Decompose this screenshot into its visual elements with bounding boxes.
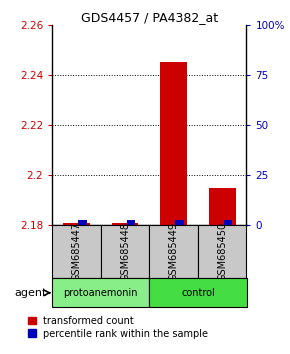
Bar (126, 221, 135, 225)
Bar (78, 221, 87, 225)
Text: GSM685449: GSM685449 (169, 222, 179, 281)
Bar (101, 225, 149, 278)
Bar (198, 225, 246, 278)
Bar (52, 225, 101, 278)
Bar (149, 225, 198, 278)
Bar (160, 62, 187, 225)
Text: GSM685448: GSM685448 (120, 222, 130, 281)
Bar (52, 278, 149, 307)
Text: control: control (181, 288, 215, 298)
Bar (149, 278, 246, 307)
Bar (209, 188, 235, 225)
Text: GSM685450: GSM685450 (217, 222, 227, 281)
Legend: transformed count, percentile rank within the sample: transformed count, percentile rank withi… (28, 316, 209, 338)
Title: GDS4457 / PA4382_at: GDS4457 / PA4382_at (81, 11, 218, 24)
Bar (112, 223, 138, 225)
Text: protoanemonin: protoanemonin (64, 288, 138, 298)
Text: GSM685447: GSM685447 (72, 222, 81, 281)
Bar (175, 221, 184, 225)
Text: agent: agent (14, 288, 46, 298)
Bar (224, 221, 232, 225)
Bar (63, 223, 90, 225)
